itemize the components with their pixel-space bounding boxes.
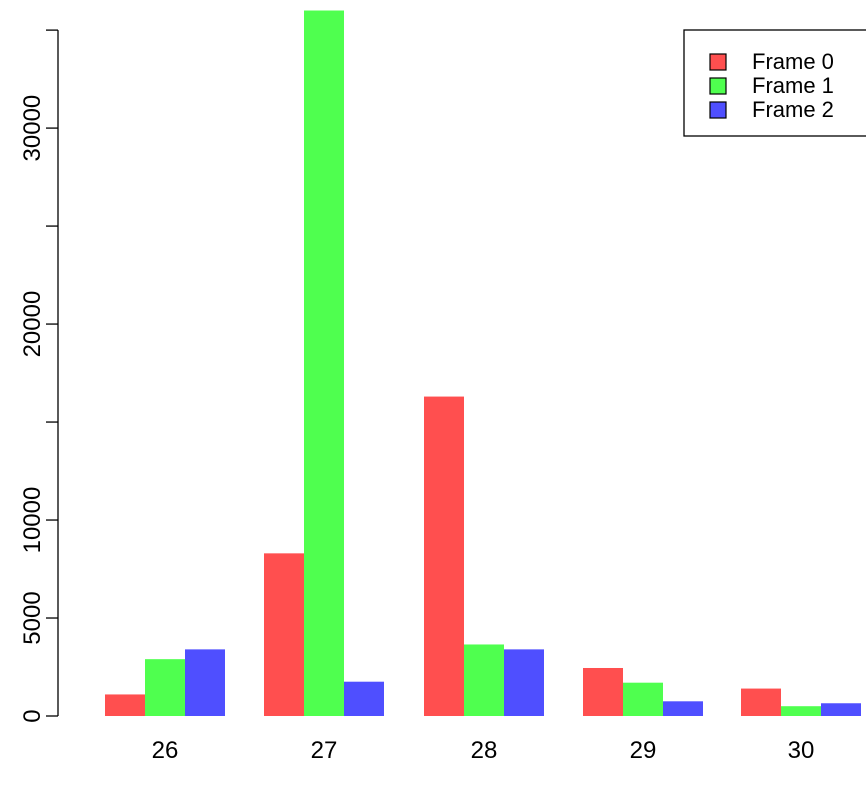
- x-category-labels: 26 27 28 29 30: [152, 737, 815, 764]
- bar-frame-1-30: [781, 706, 821, 716]
- legend-key: [709, 101, 727, 119]
- x-category-label: 29: [630, 737, 657, 764]
- y-tick-label: 10000: [19, 487, 46, 554]
- bar-frame-0-29: [583, 667, 623, 716]
- bar-frame-1-28: [464, 644, 504, 716]
- bar-frame-2-28: [504, 649, 544, 716]
- legend-key: [709, 77, 727, 95]
- bars-layer: [105, 10, 861, 717]
- bar-frame-1-29: [623, 682, 663, 716]
- y-tick-label: 20000: [19, 291, 46, 358]
- legend-key: [709, 53, 727, 71]
- legend-label: Frame 1: [752, 73, 834, 98]
- bar-frame-0-30: [741, 688, 781, 716]
- x-category-label: 30: [788, 737, 815, 764]
- y-tick-label: 5000: [19, 591, 46, 644]
- bar-frame-1-26: [145, 659, 185, 716]
- legend-label: Frame 2: [752, 97, 834, 122]
- x-category-label: 26: [152, 737, 179, 764]
- y-tick-label: 0: [19, 709, 46, 722]
- y-tick-label: 30000: [19, 95, 46, 162]
- bar-frame-2-26: [185, 649, 225, 716]
- bar-frame-2-27: [344, 681, 384, 716]
- bar-frame-0-28: [424, 396, 464, 716]
- bar-frame-0-27: [264, 553, 304, 716]
- legend-label: Frame 0: [752, 49, 834, 74]
- x-category-label: 28: [471, 737, 498, 764]
- bar-frame-2-29: [663, 701, 703, 716]
- bar-frame-1-27: [304, 10, 344, 717]
- y-axis: 0 5000 10000 20000 30000: [19, 29, 59, 723]
- bar-frame-0-26: [105, 694, 145, 716]
- bar-frame-2-30: [821, 703, 861, 716]
- x-category-label: 27: [311, 737, 338, 764]
